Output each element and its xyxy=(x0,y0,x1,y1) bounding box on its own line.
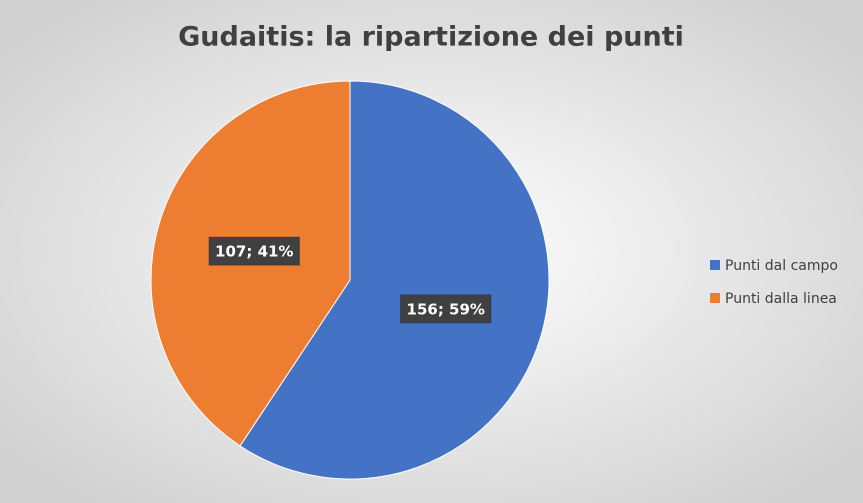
data-label: 107; 41% xyxy=(208,236,300,266)
legend: Punti dal campo Punti dalla linea xyxy=(710,258,838,307)
pie-slice xyxy=(239,80,550,480)
legend-swatch xyxy=(710,260,720,270)
legend-label: Punti dal campo xyxy=(725,258,838,274)
chart-title: Gudaitis: la ripartizione dei punti xyxy=(178,22,684,53)
pie: 156; 59% 107; 41% xyxy=(150,80,550,480)
data-label: 156; 59% xyxy=(400,294,492,324)
data-label-text: 156; 59% xyxy=(407,300,485,318)
legend-label: Punti dalla linea xyxy=(725,291,837,307)
legend-swatch xyxy=(710,293,720,303)
data-label-box xyxy=(208,236,300,266)
data-label-text: 107; 41% xyxy=(215,243,293,261)
data-label-box xyxy=(400,294,492,324)
